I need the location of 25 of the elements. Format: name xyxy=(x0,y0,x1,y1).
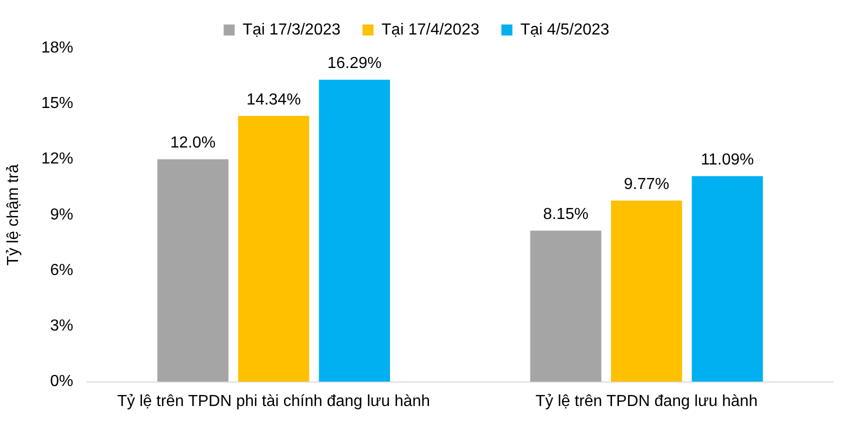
data-label: 14.34% xyxy=(246,91,301,108)
data-label: 8.15% xyxy=(543,206,588,224)
data-label: 11.09% xyxy=(700,152,754,169)
legend-label: Tại 4/5/2023 xyxy=(520,21,610,38)
y-tick-label: 3% xyxy=(50,318,74,335)
bar xyxy=(611,200,682,382)
x-tick-label: Tỷ lệ trên TPDN đang lưu hành xyxy=(536,392,758,410)
y-tick-label: 15% xyxy=(41,95,74,112)
y-tick-label: 9% xyxy=(50,206,74,224)
data-label: 16.29% xyxy=(327,55,382,72)
legend-label: Tại 17/3/2023 xyxy=(242,21,341,38)
data-label: 9.77% xyxy=(624,176,670,194)
bar xyxy=(238,116,310,382)
legend-label: Tại 17/4/2023 xyxy=(382,21,480,38)
y-tick-label: 0% xyxy=(50,373,74,390)
bar xyxy=(692,176,763,382)
y-axis-title: Tỷ lệ chậm trả xyxy=(5,164,22,266)
y-tick-label: 6% xyxy=(50,262,74,279)
bar xyxy=(530,230,602,382)
bar xyxy=(318,80,390,382)
bar xyxy=(157,159,228,382)
y-tick-label: 12% xyxy=(41,150,74,168)
x-tick-label: Tỷ lệ trên TPDN phi tài chính đang lưu hành xyxy=(117,392,430,410)
data-label: 12.0% xyxy=(170,134,216,152)
y-tick-label: 18% xyxy=(41,39,74,56)
